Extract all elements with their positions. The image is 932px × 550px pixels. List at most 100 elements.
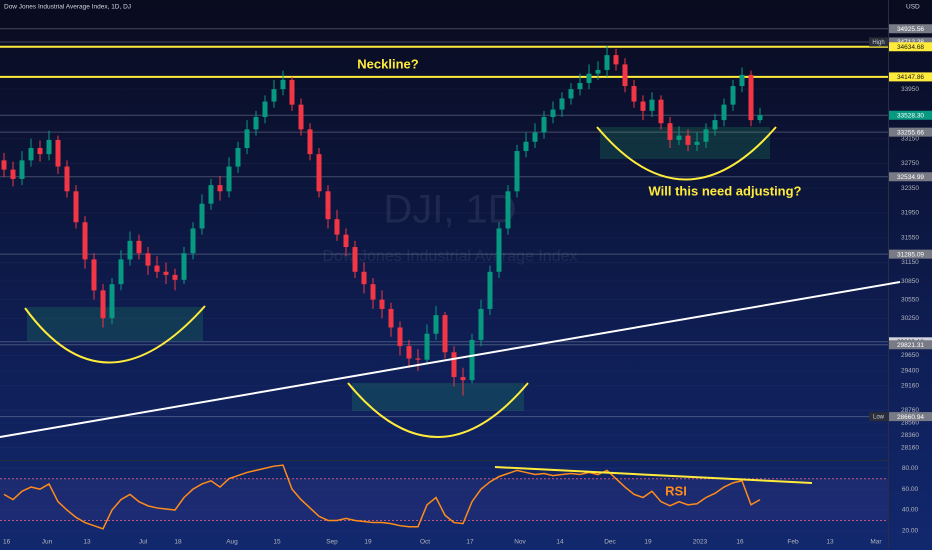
x-tick-label: Jul	[139, 539, 148, 546]
candle-body	[334, 219, 340, 235]
x-tick-label: 16	[3, 539, 11, 546]
candle-body	[478, 308, 484, 340]
y-tick-label: 30550	[901, 296, 919, 303]
candle-body	[145, 253, 151, 266]
price-level-label: 32534.99	[897, 174, 924, 181]
rsi-label: RSI	[665, 483, 687, 498]
candle-body	[82, 222, 88, 260]
candle-body	[505, 191, 511, 229]
price-level-box	[889, 110, 932, 120]
y-tick-label: 33950	[901, 86, 919, 93]
candle-body	[154, 265, 160, 272]
rsi-tick-label: 80.00	[902, 465, 919, 472]
candle-body	[622, 64, 628, 87]
candle-body	[703, 129, 709, 142]
candle-body	[658, 99, 664, 124]
x-tick-label: 15	[273, 539, 281, 546]
candle-body	[496, 228, 502, 272]
annotation: Will this need adjusting?	[649, 183, 802, 198]
y-tick-label: 32350	[901, 185, 919, 192]
price-level-box	[889, 37, 932, 47]
candle-body	[523, 141, 529, 152]
x-tick-label: 17	[466, 539, 474, 546]
x-tick-label: Sep	[326, 539, 338, 546]
candle-body	[190, 228, 196, 254]
y-tick-label: 31950	[901, 210, 919, 217]
cup-curve	[347, 382, 529, 438]
price-level-box	[889, 340, 932, 350]
x-tick-label: 18	[174, 539, 182, 546]
price-level-label: 34925.56	[897, 26, 924, 33]
candle-body	[577, 82, 583, 90]
chart-title: Dow Jones Industrial Average Index, 1D, …	[4, 4, 131, 11]
y-tick-label: 30850	[901, 278, 919, 285]
candle-body	[442, 315, 448, 353]
x-tick-label: 2023	[693, 539, 708, 546]
rsi-tick-label: 60.00	[902, 486, 919, 493]
candle-body	[289, 79, 295, 105]
candle-body	[397, 327, 403, 347]
y-tick-label: 28160	[901, 444, 919, 451]
price-tag-box	[869, 37, 888, 47]
y-tick-label: 28560	[901, 420, 919, 427]
x-tick-label: 19	[644, 539, 652, 546]
watermark-name: Dow Jones Industrial Average Index	[323, 248, 578, 265]
candle-body	[487, 271, 493, 309]
price-level-label: 28660.94	[897, 414, 924, 421]
candle-body	[253, 117, 259, 130]
candle-body	[316, 154, 322, 192]
candle-body	[91, 259, 97, 291]
candle-body	[325, 191, 331, 220]
candle-body	[64, 166, 70, 192]
candle-body	[235, 147, 241, 167]
candle-body	[460, 377, 466, 381]
candle-body	[163, 271, 169, 275]
candle-body	[739, 74, 745, 87]
price-level-box	[889, 72, 932, 82]
candle-body	[541, 117, 547, 133]
candle-body	[514, 151, 520, 192]
x-tick-label: Nov	[514, 539, 526, 546]
candle-body	[406, 346, 412, 359]
cup-curve	[596, 126, 777, 181]
price-level-box	[889, 24, 932, 34]
annotation: Neckline?	[357, 56, 418, 71]
candle-body	[352, 247, 358, 272]
candle-body	[226, 166, 232, 192]
price-level-box	[889, 127, 932, 137]
candle-body	[694, 141, 700, 145]
x-tick-label: Feb	[787, 539, 799, 546]
candle-body	[208, 185, 214, 204]
candle-body	[73, 191, 79, 223]
candle-body	[361, 271, 367, 285]
candle-body	[343, 234, 349, 248]
x-tick-label: Dec	[604, 539, 616, 546]
candle-body	[19, 160, 25, 179]
candle-body	[379, 299, 385, 309]
candle-body	[433, 315, 439, 334]
y-tick-label: 29400	[901, 368, 919, 375]
candle-body	[676, 135, 682, 140]
candle-body	[298, 104, 304, 130]
watermark-symbol: DJI, 1D	[383, 188, 516, 232]
y-tick-label: 33150	[901, 135, 919, 142]
x-tick-label: 13	[83, 539, 91, 546]
price-level-box	[889, 42, 932, 52]
candle-body	[199, 203, 205, 229]
candle-body	[568, 89, 574, 99]
price-level-label: 33528.30	[897, 112, 924, 119]
candle-body	[307, 129, 313, 155]
x-tick-label: Aug	[226, 539, 238, 546]
candle-body	[172, 274, 178, 280]
candle-body	[757, 115, 763, 121]
price-level-label: 34147.86	[897, 74, 924, 81]
candle-body	[631, 86, 637, 102]
x-tick-label: Oct	[420, 539, 430, 546]
x-tick-label: 14	[556, 539, 564, 546]
candle-body	[424, 333, 430, 360]
candle-body	[37, 147, 43, 155]
x-tick-label: Jun	[42, 539, 53, 546]
candle-body	[667, 123, 673, 140]
candle-body	[550, 109, 556, 118]
